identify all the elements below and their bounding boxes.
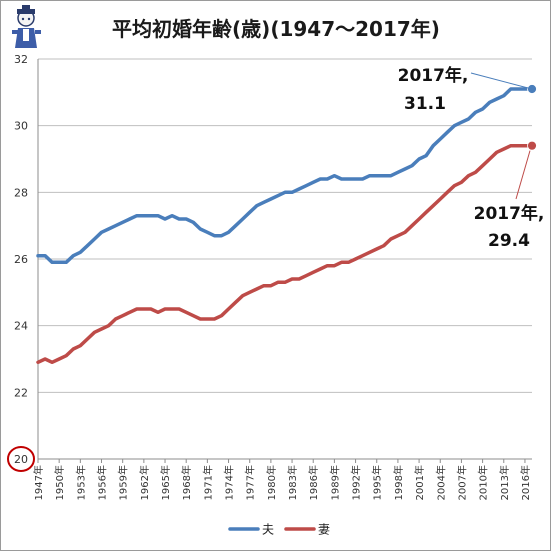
y-tick-label: 32	[14, 53, 28, 66]
x-tick-label: 1989年	[328, 465, 341, 500]
x-tick-label: 2001年	[413, 465, 426, 500]
series-lines	[36, 84, 537, 365]
legend-label-妻: 妻	[318, 523, 330, 537]
x-tick-label: 1962年	[138, 465, 151, 500]
x-tick-label: 1995年	[371, 465, 384, 500]
annotation-leader	[515, 150, 531, 200]
annotation-leader	[470, 72, 529, 89]
x-axis-ticks: 1947年 1950年 1953年 1956年 1959年 1962年 1965年 1968年…	[32, 459, 532, 500]
legend: 夫妻	[228, 523, 330, 537]
y-axis-ticks: 20 22 24 26 28 30 32	[7, 53, 35, 472]
series-line-妻	[36, 143, 534, 365]
x-tick-label: 1980年	[265, 465, 278, 500]
x-tick-label: 2013年	[498, 465, 511, 500]
annotations: 2017年, 31.1 2017年, 29.4	[398, 65, 545, 251]
y-tick-label: 24	[14, 320, 28, 333]
x-tick-label: 2007年	[455, 465, 468, 500]
end-marker-夫	[527, 84, 537, 94]
x-tick-label: 1983年	[286, 465, 299, 500]
y-tick-label: 28	[14, 186, 28, 199]
end-marker-妻	[527, 140, 537, 151]
x-tick-label: 2010年	[477, 465, 490, 500]
x-tick-label: 1977年	[244, 465, 257, 500]
series-line-夫	[36, 87, 534, 265]
x-tick-label: 1974年	[223, 465, 236, 500]
x-tick-label: 1998年	[392, 465, 405, 500]
mascot-logo	[7, 5, 45, 51]
highlight-circle	[7, 446, 35, 472]
legend-label-夫: 夫	[262, 523, 274, 537]
y-tick-label: 22	[14, 386, 28, 399]
x-tick-label: 1950年	[53, 465, 66, 500]
x-tick-label: 1971年	[201, 465, 214, 500]
x-tick-label: 2016年	[519, 465, 532, 500]
x-tick-label: 1968年	[180, 465, 193, 500]
x-tick-label: 1986年	[307, 465, 320, 500]
x-tick-label: 1953年	[74, 465, 87, 500]
annotation-label: 2017年,	[398, 65, 469, 86]
x-tick-label: 1959年	[117, 465, 130, 500]
y-tick-label: 20	[14, 453, 28, 466]
annotation-value: 31.1	[404, 94, 446, 114]
axes	[37, 59, 532, 460]
x-tick-label: 1947年	[32, 465, 45, 500]
x-tick-label: 1965年	[159, 465, 172, 500]
annotation-value: 29.4	[488, 231, 530, 251]
x-tick-label: 2004年	[434, 465, 447, 500]
x-tick-label: 1992年	[350, 465, 363, 500]
chart-title: 平均初婚年齢(歳)(1947～2017年)	[112, 17, 440, 41]
annotation-label: 2017年,	[474, 203, 545, 224]
y-tick-label: 26	[14, 253, 28, 266]
y-tick-label: 30	[14, 120, 28, 133]
x-tick-label: 1956年	[96, 465, 109, 500]
